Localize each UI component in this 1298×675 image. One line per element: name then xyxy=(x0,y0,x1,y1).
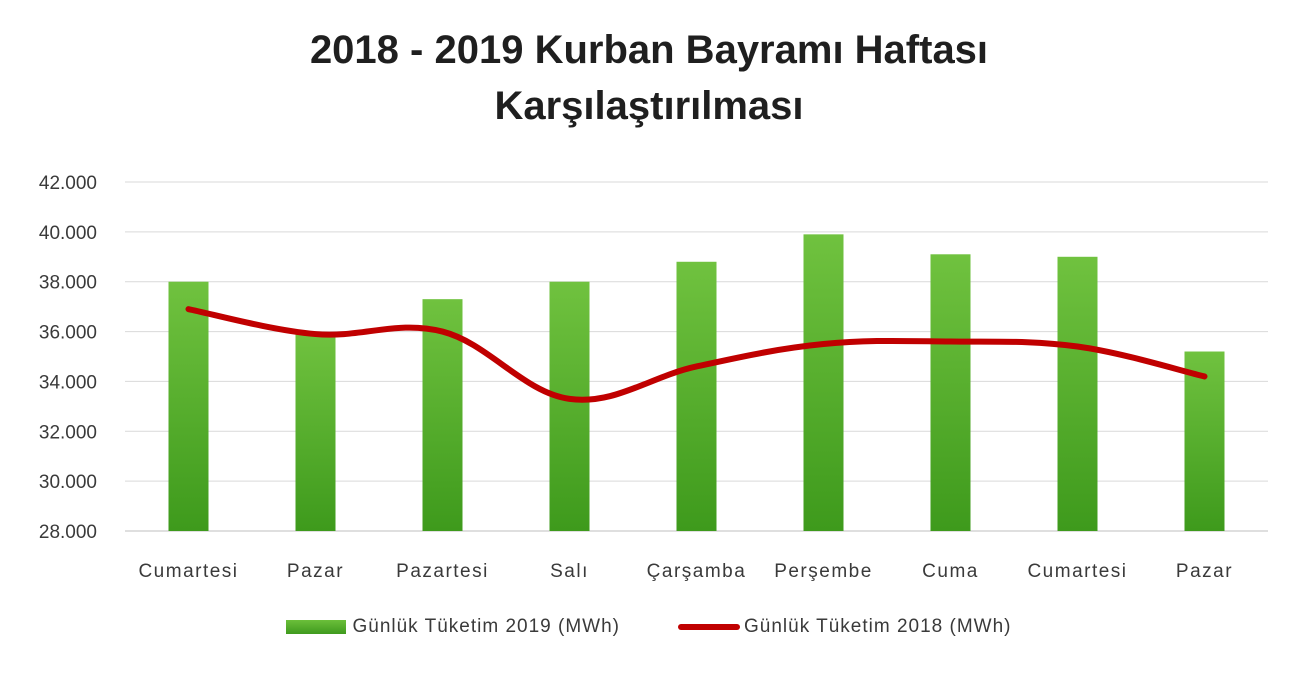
y-tick-label: 36.000 xyxy=(39,323,97,344)
chart-title-line-1: 2018 - 2019 Kurban Bayramı Haftası xyxy=(309,28,989,72)
x-category-label: Perşembe xyxy=(774,561,873,582)
bar-2019 xyxy=(549,281,590,531)
chart-title: 2018 - 2019 Kurban Bayramı Haftası Karşı… xyxy=(0,22,1298,134)
chart-legend: Günlük Tüketim 2019 (MWh) Günlük Tüketim… xyxy=(0,616,1298,638)
legend-bar-swatch xyxy=(286,620,347,634)
x-category-label: Pazar xyxy=(1176,561,1233,582)
chart-title-line-2: Karşılaştırılması xyxy=(494,84,804,128)
legend-item-2018: Günlük Tüketim 2018 (MWh) xyxy=(620,616,1012,638)
y-tick-label: 40.000 xyxy=(39,223,97,244)
bar-2019 xyxy=(1057,256,1098,531)
x-category-label: Pazar xyxy=(287,561,344,582)
bar-2019 xyxy=(803,234,844,531)
legend-line-swatch xyxy=(678,624,740,630)
y-tick-label: 28.000 xyxy=(39,522,97,543)
x-category-label: Salı xyxy=(550,561,589,582)
legend-label-2019: Günlük Tüketim 2019 (MWh) xyxy=(352,616,620,637)
bar-2019 xyxy=(295,334,336,531)
x-category-label: Çarşamba xyxy=(647,561,747,582)
legend-label-2018: Günlük Tüketim 2018 (MWh) xyxy=(744,616,1012,637)
legend-item-2019: Günlük Tüketim 2019 (MWh) xyxy=(286,616,620,638)
x-category-label: Pazartesi xyxy=(396,561,489,582)
y-tick-label: 34.000 xyxy=(39,372,97,393)
y-tick-label: 38.000 xyxy=(39,273,97,294)
bar-2019 xyxy=(676,261,717,531)
x-category-label: Cumartesi xyxy=(1027,561,1127,582)
y-tick-label: 32.000 xyxy=(39,422,97,443)
bar-2019 xyxy=(168,281,209,531)
x-category-label: Cuma xyxy=(922,561,979,582)
bar-2019 xyxy=(930,254,971,532)
y-tick-label: 30.000 xyxy=(39,472,97,493)
bar-2019 xyxy=(1184,351,1225,531)
y-tick-label: 42.000 xyxy=(39,173,97,194)
x-category-label: Cumartesi xyxy=(138,561,238,582)
